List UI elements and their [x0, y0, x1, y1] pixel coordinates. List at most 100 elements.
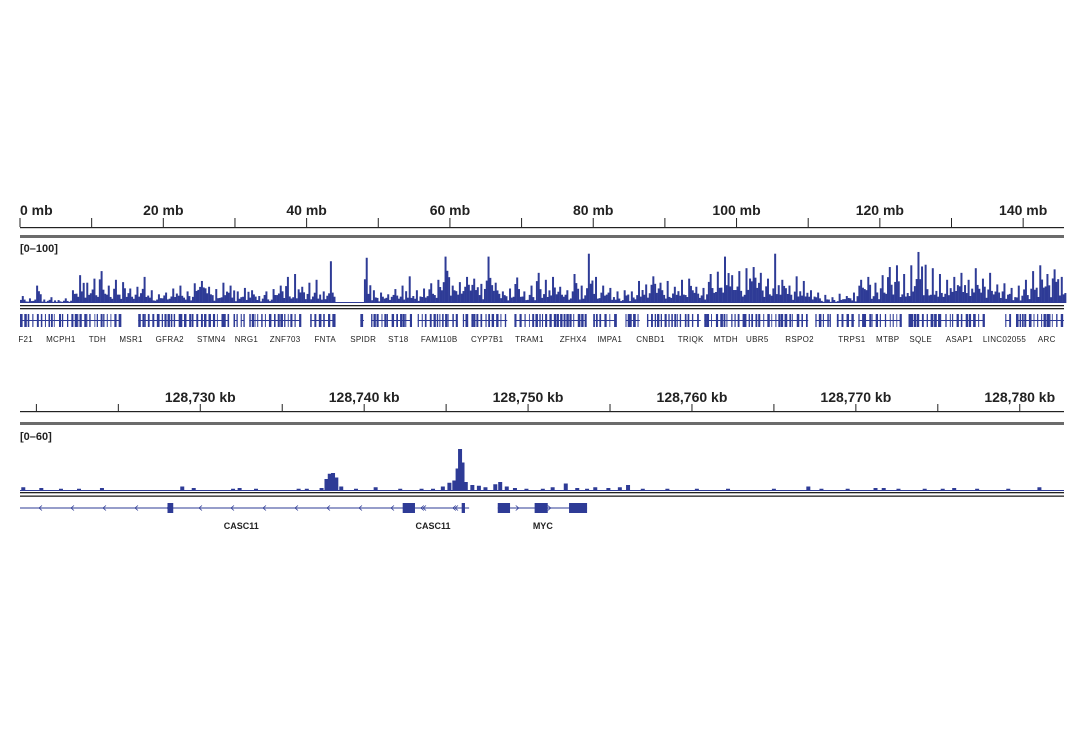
coverage-peak — [504, 486, 509, 491]
coverage-bar — [974, 268, 977, 303]
coverage-bar — [415, 290, 418, 303]
coverage-bar — [234, 301, 237, 303]
coverage-bar — [132, 298, 135, 303]
coverage-bar — [638, 280, 641, 303]
coverage-peak — [237, 488, 242, 491]
ruler-tick-label: 128,740 kb — [329, 389, 400, 405]
coverage-bar — [872, 296, 875, 303]
coverage-bar — [878, 299, 881, 303]
coverage-bar — [758, 282, 761, 303]
coverage-peak — [726, 488, 731, 491]
coverage-bar — [299, 292, 302, 303]
gene-feature — [184, 314, 187, 327]
gene-feature — [40, 314, 43, 327]
gene-feature — [216, 314, 218, 327]
coverage-bar — [999, 297, 1002, 303]
gene-feature — [50, 314, 53, 327]
coverage-bar — [553, 287, 556, 303]
coverage-bar — [901, 294, 904, 303]
gene-label: CASC11 — [224, 521, 259, 531]
gene-feature — [869, 314, 872, 327]
coverage-bar — [894, 281, 897, 303]
coverage-bar — [543, 294, 546, 303]
coverage-peak — [665, 488, 670, 491]
coverage-bar — [129, 288, 132, 303]
coverage-bar — [500, 298, 503, 303]
gene-feature — [965, 314, 968, 327]
coverage-bar — [109, 296, 112, 303]
coverage-bar — [716, 271, 719, 303]
coverage-bar — [874, 282, 877, 303]
coverage-bar — [689, 285, 692, 303]
coverage-bar — [365, 257, 368, 303]
coverage-bar — [98, 279, 101, 303]
coverage-bar — [28, 298, 31, 303]
coverage-bar — [980, 292, 983, 303]
coverage-bar — [1008, 293, 1011, 303]
gene-feature — [421, 314, 423, 327]
coverage-bar — [294, 274, 297, 303]
coverage-bar — [363, 279, 366, 303]
coverage-bar — [389, 299, 392, 303]
ruler-tick — [199, 404, 201, 411]
coverage-bar — [815, 297, 818, 303]
coverage-peak — [881, 488, 886, 491]
gene-feature — [539, 314, 541, 327]
coverage-track — [20, 449, 1064, 491]
coverage-bar — [612, 297, 615, 303]
ruler-tick — [1022, 218, 1024, 227]
ruler-tick — [937, 404, 939, 411]
gene-feature — [726, 314, 728, 327]
gene-feature — [541, 314, 544, 327]
ruler-tick — [736, 218, 738, 227]
gene-feature — [691, 314, 694, 327]
coverage-bar — [97, 296, 100, 303]
coverage-bar — [695, 286, 698, 303]
coverage-bar — [702, 287, 705, 303]
coverage-bar — [483, 288, 486, 303]
coverage-bar — [947, 295, 950, 303]
coverage-bar — [322, 291, 325, 303]
coverage-bar — [286, 276, 289, 303]
coverage-bar — [732, 290, 735, 303]
coverage-bar — [165, 292, 168, 303]
gene-feature — [59, 314, 62, 327]
coverage-bar — [659, 282, 662, 303]
coverage-bar — [840, 299, 843, 303]
gene-label: ZFHX4 — [560, 335, 587, 344]
coverage-bar — [809, 290, 812, 303]
gene-line — [836, 320, 855, 321]
gene-feature — [74, 314, 78, 327]
coverage-bar — [623, 290, 626, 303]
coverage-peak — [952, 488, 957, 491]
ruler-tick — [807, 218, 809, 227]
gene-label: FNTA — [314, 335, 336, 344]
coverage-bar — [134, 294, 137, 303]
gene-feature — [277, 314, 280, 327]
coverage-bar — [424, 297, 427, 303]
coverage-peak — [21, 487, 26, 491]
gene-label: CYP7B1 — [471, 335, 504, 344]
coverage-bar — [243, 287, 246, 303]
coverage-bar — [593, 293, 596, 303]
coverage-bar — [482, 299, 485, 303]
coverage-bar — [940, 292, 943, 303]
gene-line — [371, 320, 411, 321]
coverage-bar — [931, 268, 934, 303]
gene-label: TRPS1 — [838, 335, 866, 344]
coverage-bar — [783, 285, 786, 303]
gene-feature — [706, 314, 710, 327]
coverage-bar — [854, 301, 857, 303]
ruler-tick — [377, 218, 379, 227]
coverage-bar — [136, 286, 139, 303]
coverage-bar — [532, 297, 535, 303]
coverage-bar — [618, 298, 621, 303]
coverage-bar — [919, 279, 922, 303]
coverage-bar — [557, 291, 560, 303]
coverage-bar — [240, 297, 243, 303]
coverage-peak — [455, 468, 460, 491]
gene-feature — [910, 314, 913, 327]
gene-feature — [599, 314, 602, 327]
coverage-bar — [745, 268, 748, 303]
coverage-bar — [706, 294, 709, 303]
